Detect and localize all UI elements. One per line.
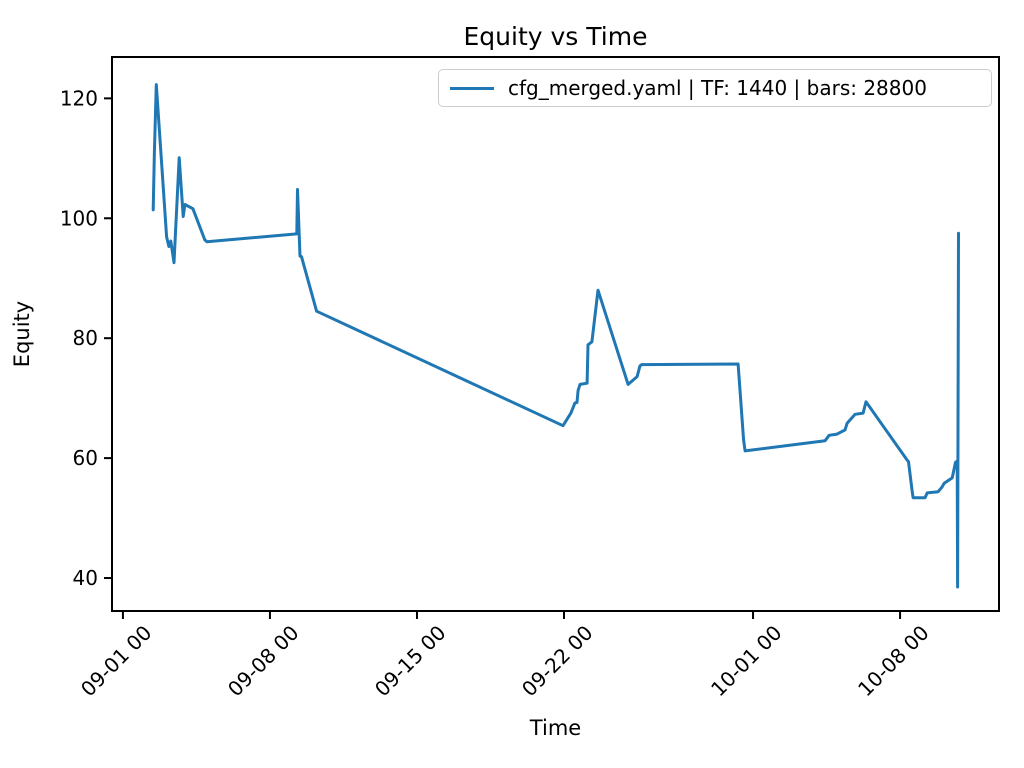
y-tick-label: 60	[73, 446, 98, 470]
equity-line	[151, 83, 960, 589]
y-tick-label: 80	[73, 326, 98, 350]
x-tick-label: 09-01 00	[76, 621, 157, 702]
x-axis-label: Time	[529, 716, 582, 740]
plot-border	[111, 56, 1000, 612]
y-tick-label: 120	[60, 86, 98, 110]
x-tick-label: 09-08 00	[223, 621, 304, 702]
y-tick-label: 40	[73, 566, 98, 590]
chart-title: Equity vs Time	[463, 22, 648, 51]
legend: cfg_merged.yaml | TF: 1440 | bars: 28800	[438, 69, 992, 107]
x-tick-label: 10-01 00	[706, 621, 787, 702]
legend-line-sample	[450, 86, 494, 90]
legend-label: cfg_merged.yaml | TF: 1440 | bars: 28800	[508, 76, 927, 100]
x-tick-label: 10-08 00	[853, 621, 934, 702]
x-tick-label: 09-22 00	[517, 621, 598, 702]
y-tick-label: 100	[60, 206, 98, 230]
x-tick-label: 09-15 00	[370, 621, 451, 702]
